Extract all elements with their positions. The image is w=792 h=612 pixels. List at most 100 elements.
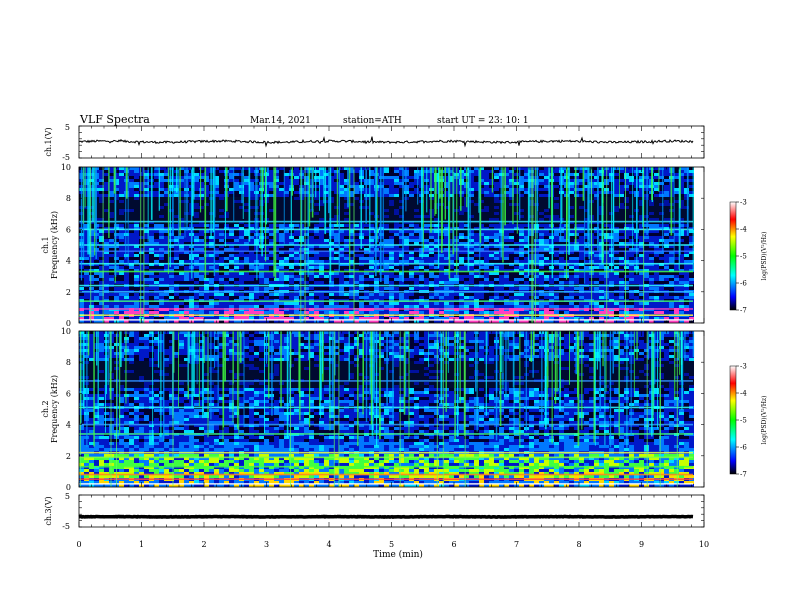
spectrogram-cell [129, 266, 134, 269]
spectrogram-cell [204, 191, 209, 194]
spectrogram-cell [369, 254, 374, 257]
spectrogram-cell [134, 182, 139, 185]
spectrogram-cell [99, 182, 104, 185]
spectrogram-cell [594, 191, 599, 194]
spectrogram-cell [619, 236, 624, 239]
spectrogram-cell [249, 188, 254, 191]
spectrogram-cell [619, 242, 624, 245]
spectrogram-cell [194, 197, 199, 200]
spectrogram-cell [269, 224, 274, 227]
spectrogram-cell [309, 272, 314, 275]
spectrogram-cell [219, 191, 224, 194]
spectrogram-cell [539, 248, 544, 251]
spectrogram-cell [354, 245, 359, 248]
spectrogram-cell [249, 215, 254, 218]
spectrogram-cell [414, 242, 419, 245]
spectrogram-cell [369, 200, 374, 203]
spectrogram-cell [489, 266, 494, 269]
spectrogram-cell [234, 242, 239, 245]
spectrogram-cell [404, 230, 409, 233]
spectrogram-cell [269, 239, 274, 242]
spectrogram-cell [304, 269, 309, 272]
spectrogram-cell [664, 272, 669, 275]
spectrogram-cell [559, 224, 564, 227]
spectrogram-cell [159, 188, 164, 191]
spectrogram-cell [264, 275, 269, 278]
spectrogram-cell [384, 239, 389, 242]
spectrogram-cell [344, 170, 349, 173]
spectrogram-cell [349, 257, 354, 260]
spectrogram-cell [299, 257, 304, 260]
spectrogram-cell [369, 209, 374, 212]
spectrogram-cell [684, 239, 689, 242]
spectrogram-cell [89, 209, 94, 212]
spectrogram-cell [514, 242, 519, 245]
spectrogram-cell [614, 272, 619, 275]
spectrogram-cell [134, 176, 139, 179]
spectrogram-cell [339, 224, 344, 227]
spectrogram-cell [544, 278, 549, 281]
spectrogram-cell [284, 185, 289, 188]
spectrogram-cell [184, 248, 189, 251]
spectrogram-cell [399, 206, 404, 209]
spectrogram-cell [159, 251, 164, 254]
spectrogram-cell [464, 260, 469, 263]
spectrogram-cell [314, 206, 319, 209]
spectrogram-cell [434, 251, 439, 254]
spectrogram-cell [314, 170, 319, 173]
spectrogram-cell [344, 203, 349, 206]
spectrogram-cell [614, 278, 619, 281]
spectrogram-cell [669, 269, 674, 272]
spectrogram-cell [214, 203, 219, 206]
spectrogram-cell [484, 215, 489, 218]
spectrogram-cell [134, 221, 139, 224]
spectrogram-cell [654, 254, 659, 257]
spectrogram-cell [89, 212, 94, 215]
spectrogram-cell [469, 227, 474, 230]
spectrogram-cell [659, 275, 664, 278]
spectrogram-cell [304, 251, 309, 254]
spectrogram-cell [244, 236, 249, 239]
spectrogram-cell [194, 248, 199, 251]
spectrogram-cell [519, 227, 524, 230]
spectrogram-cell [624, 257, 629, 260]
spectrogram-cell [479, 167, 484, 170]
spectrogram-cell [519, 167, 524, 170]
spectrogram-cell [194, 245, 199, 248]
spectrogram-cell [549, 272, 554, 275]
spectrogram-cell [514, 224, 519, 227]
spectrogram-cell [449, 218, 454, 221]
spectrogram-cell [444, 224, 449, 227]
spectrogram-cell [664, 224, 669, 227]
spectrogram-cell [409, 176, 414, 179]
spectrogram-cell [199, 206, 204, 209]
spectrogram-cell [339, 191, 344, 194]
spectrogram-cell [684, 224, 689, 227]
spectrogram-cell [319, 275, 324, 278]
spectrogram-cell [129, 170, 134, 173]
spectrogram-cell [219, 188, 224, 191]
spectrogram-cell [514, 173, 519, 176]
spectrogram-cell [634, 281, 639, 284]
spectrogram-cell [339, 239, 344, 242]
spectrogram-cell [129, 176, 134, 179]
spectrogram-cell [154, 170, 159, 173]
spectrogram-cell [484, 260, 489, 263]
spectrogram-cell [114, 275, 119, 278]
spectrogram-cell [139, 257, 144, 260]
spectrogram-cell [384, 266, 389, 269]
spectrogram-cell [294, 173, 299, 176]
spectrogram-cell [414, 275, 419, 278]
spectrogram-cell [184, 242, 189, 245]
spectrogram-cell [474, 242, 479, 245]
spectrogram-cell [324, 197, 329, 200]
spectrogram-cell [179, 206, 184, 209]
spectrogram-cell [104, 257, 109, 260]
spectrogram-cell [409, 194, 414, 197]
spectrogram-cell [134, 239, 139, 242]
spectrogram-cell [639, 176, 644, 179]
spectrogram-cell [239, 254, 244, 257]
spectrogram-cell [414, 230, 419, 233]
spectrogram-cell [629, 191, 634, 194]
spectrogram-cell [209, 251, 214, 254]
